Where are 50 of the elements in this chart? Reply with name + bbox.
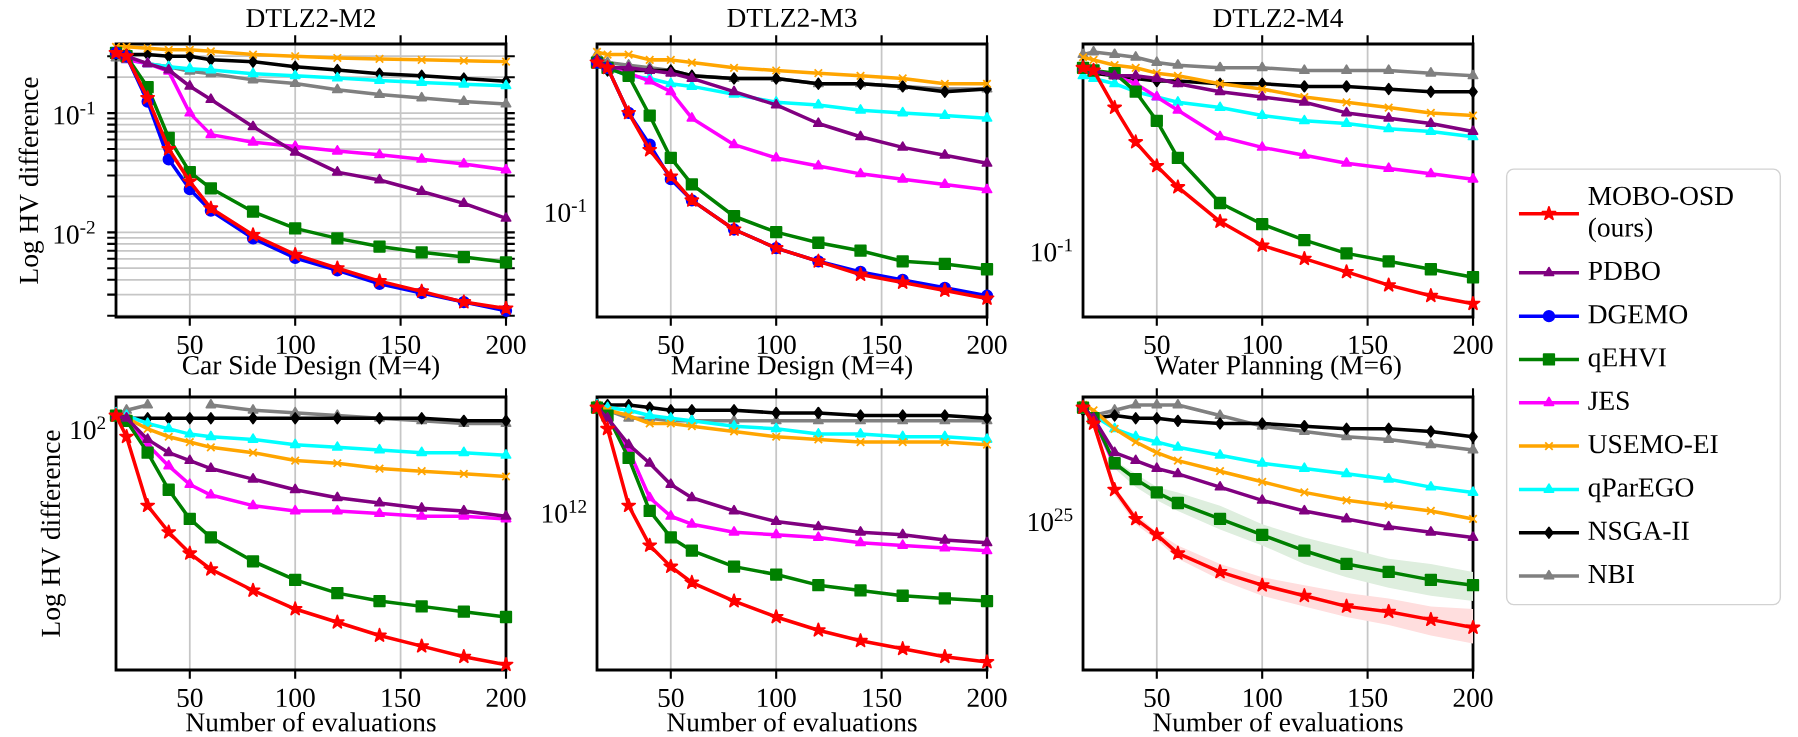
x-tick-label: 200 xyxy=(486,688,526,708)
legend-label: JES xyxy=(1588,391,1629,410)
x-tick-label: 150 xyxy=(1349,688,1388,708)
x-tick-label: 100 xyxy=(1244,688,1282,708)
chart-title: Car Side Design (M=4) xyxy=(182,355,439,381)
text: 10$^{-1}$ xyxy=(1032,238,1072,262)
x-tick-label: 200 xyxy=(1453,688,1493,708)
chart-title: Marine Design (M=4) xyxy=(671,355,912,381)
x-tick-label: 100 xyxy=(277,335,315,355)
x-axis-title: Number of evaluations xyxy=(667,712,917,732)
x-axis-title: Number of evaluations xyxy=(1153,712,1403,732)
y-tick-label: 10$^{-2}$ xyxy=(54,220,95,244)
chart-title: DTLZ2-M2 xyxy=(246,8,375,28)
text: 10$^{-1}$ xyxy=(546,199,586,222)
x-tick-label: 50 xyxy=(1144,335,1170,355)
x-tick-label: 200 xyxy=(967,688,1007,708)
legend-label: qParEGO xyxy=(1588,478,1694,503)
x-tick-label: 50 xyxy=(177,688,203,708)
legend-label: USEMO-EI xyxy=(1588,434,1718,454)
y-axis-title: Log HV difference xyxy=(18,77,44,284)
x-axis-title: Number of evaluations xyxy=(186,712,436,732)
x-tick-label: 50 xyxy=(177,335,203,355)
legend-label: PDBO xyxy=(1588,261,1660,281)
x-tick-label: 50 xyxy=(658,688,684,708)
legend-label: DGEMO xyxy=(1588,305,1688,324)
x-tick-label: 200 xyxy=(967,335,1007,355)
x-tick-label: 150 xyxy=(863,688,902,708)
chart-title: DTLZ2-M3 xyxy=(727,8,857,28)
x-tick-label: 150 xyxy=(1349,335,1388,355)
x-tick-label: 100 xyxy=(277,688,315,708)
chart-title: DTLZ2-M4 xyxy=(1213,8,1344,28)
x-tick-label: 100 xyxy=(758,688,796,708)
chart-title: Water Planning (M=6) xyxy=(1154,355,1401,381)
text: 10$^{25}$ xyxy=(1028,508,1073,532)
x-tick-label: 100 xyxy=(1244,335,1282,355)
legend-label: NSGA-II xyxy=(1588,521,1689,541)
x-tick-label: 150 xyxy=(863,335,902,355)
legend-label: MOBO-OSD (ours) xyxy=(1588,186,1733,243)
x-tick-label: 50 xyxy=(658,335,684,355)
y-axis-title: Log HV difference xyxy=(40,430,66,637)
x-tick-label: 150 xyxy=(382,335,421,355)
x-tick-label: 200 xyxy=(1453,335,1493,355)
x-tick-label: 200 xyxy=(486,335,526,355)
x-tick-label: 150 xyxy=(382,688,421,708)
x-tick-label: 50 xyxy=(1144,688,1170,708)
legend-label: NBI xyxy=(1588,565,1634,583)
x-tick-label: 100 xyxy=(758,335,796,355)
text: 10$^{2}$ xyxy=(71,416,106,440)
legend-label: qEHVI xyxy=(1588,348,1666,373)
text: 10$^{12}$ xyxy=(542,499,587,523)
